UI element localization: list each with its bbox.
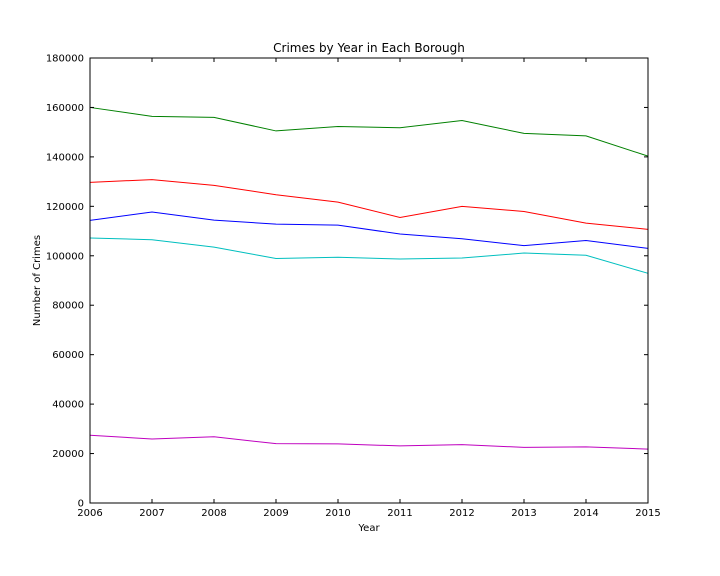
y-tick-label: 120000	[46, 202, 84, 213]
y-tick-label: 0	[78, 499, 84, 510]
y-tick-label: 100000	[46, 251, 84, 262]
series-line-2	[89, 211, 649, 249]
x-tick-label: 2014	[573, 508, 598, 519]
series-line-4	[89, 434, 649, 450]
x-tick-label: 2006	[77, 508, 102, 519]
y-tick-label: 80000	[52, 301, 84, 312]
ticks-layer: 0 20000 40000 60000 80000 100000 120000 140000 1…	[46, 54, 661, 520]
x-tick-label: 2011	[387, 508, 412, 519]
y-tick-label: 180000	[46, 54, 84, 65]
series-line-0	[89, 106, 649, 157]
y-tick-label: 20000	[52, 449, 84, 460]
x-tick-label: 2015	[635, 508, 660, 519]
x-tick-label: 2007	[139, 508, 164, 519]
y-tick-label: 40000	[52, 400, 84, 411]
chart-title: Crimes by Year in Each Borough	[273, 41, 465, 55]
x-tick-label: 2009	[263, 508, 288, 519]
x-tick-label: 2013	[511, 508, 536, 519]
series-line-1	[89, 179, 649, 230]
x-tick-label: 2008	[201, 508, 226, 519]
y-tick-label: 160000	[46, 103, 84, 114]
series-line-3	[89, 237, 649, 274]
y-axis-label: Number of Crimes	[32, 235, 43, 326]
y-tick-label: 60000	[52, 350, 84, 361]
plot-frame	[89, 57, 649, 504]
x-tick-label: 2010	[325, 508, 350, 519]
series-layer	[89, 106, 649, 450]
x-axis-label: Year	[357, 523, 380, 534]
y-tick-label: 140000	[46, 152, 84, 163]
x-tick-label: 2012	[449, 508, 474, 519]
